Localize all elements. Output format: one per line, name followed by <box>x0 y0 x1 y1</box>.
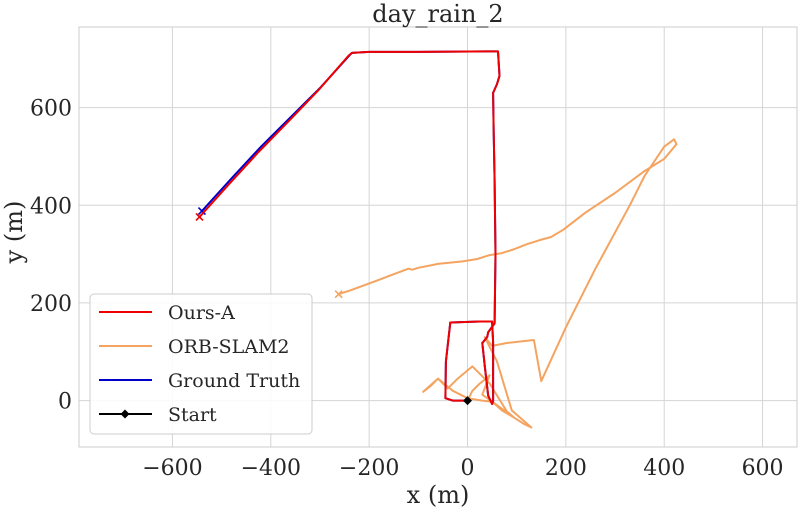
start-marker <box>463 396 473 406</box>
series-line-ours-a <box>198 50 501 405</box>
end-marker-ours-a <box>195 212 204 222</box>
y-tick-label: 200 <box>30 292 72 317</box>
x-axis-label: x (m) <box>407 481 470 509</box>
legend-marker-start <box>120 409 130 419</box>
series-layer <box>195 50 678 429</box>
x-tick-label: 600 <box>742 456 784 481</box>
y-tick-label: 0 <box>58 390 72 415</box>
legend-box <box>89 293 313 435</box>
x-tick-label: 0 <box>461 456 475 481</box>
legend-label-ours-a: Ours-A <box>168 302 235 324</box>
legend-label-orb-slam2: ORB-SLAM2 <box>168 336 290 358</box>
plot-area <box>78 26 798 448</box>
y-tick-label: 600 <box>30 97 72 122</box>
chart-title: day_rain_2 <box>372 0 503 28</box>
end-marker-orb-slam2 <box>334 290 343 299</box>
x-tick-label: −600 <box>142 456 202 481</box>
y-axis-label: y (m) <box>0 201 28 265</box>
legend-label-start: Start <box>168 404 217 426</box>
x-tick-label: −200 <box>339 456 399 481</box>
y-tick-label: 400 <box>30 194 72 219</box>
x-tick-label: 200 <box>545 456 587 481</box>
x-tick-label: −400 <box>241 456 301 481</box>
legend: Ours-A ORB-SLAM2 Ground Truth Start <box>89 293 313 435</box>
x-tick-label: 400 <box>643 456 685 481</box>
tick-labels: −600 −400 −200 0 200 400 600 0 200 400 600 <box>30 97 784 481</box>
series-line-orb-slam2 <box>337 138 678 429</box>
end-marker-ground-truth <box>197 207 207 216</box>
legend-label-ground-truth: Ground Truth <box>168 370 300 392</box>
plot-frame <box>78 26 798 448</box>
